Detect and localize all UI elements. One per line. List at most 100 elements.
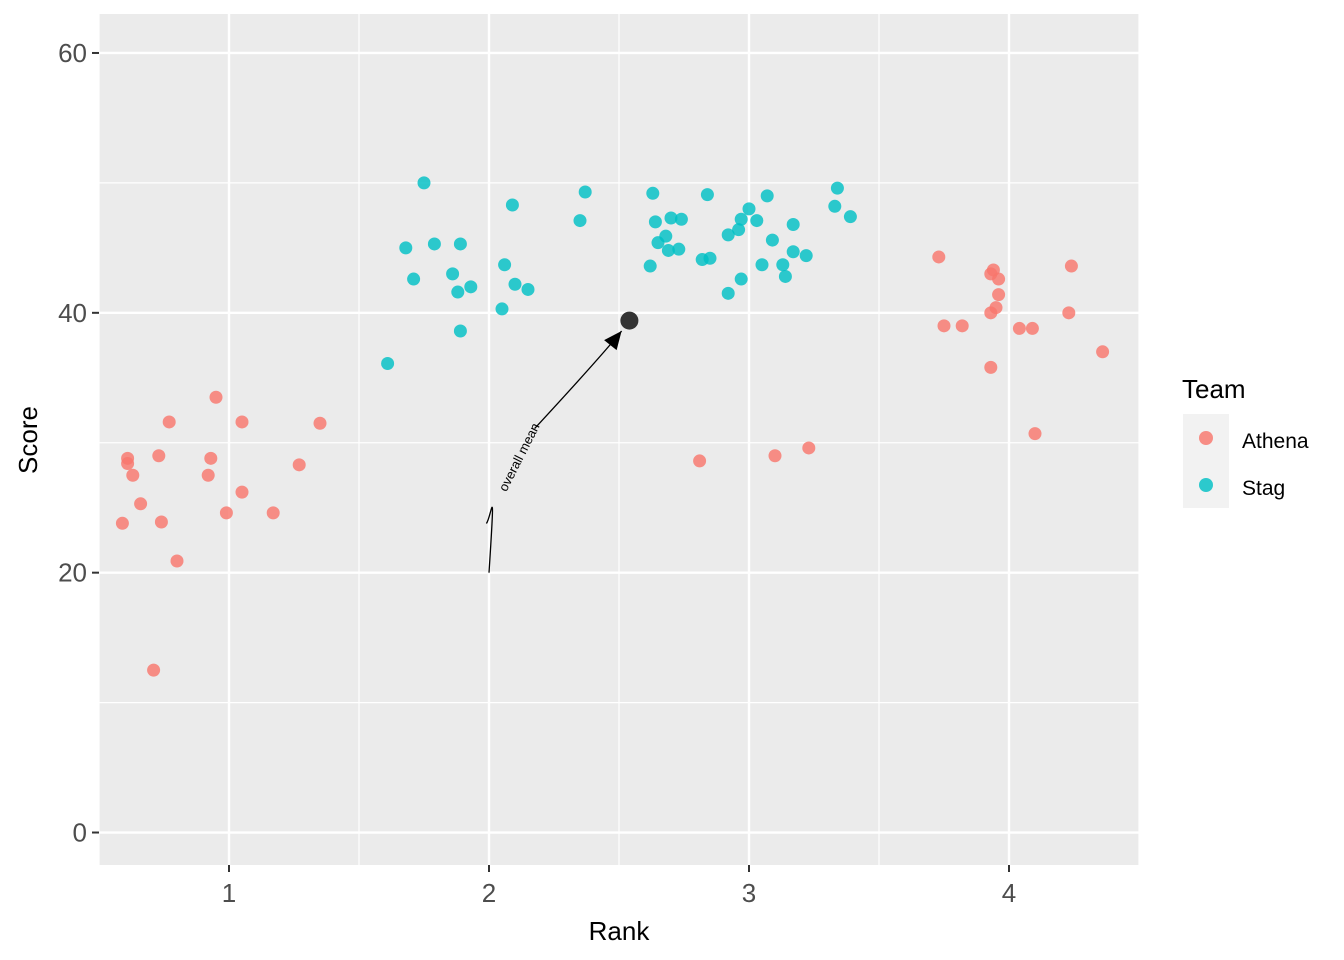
data-point-stag	[417, 176, 431, 190]
annotation-arrow-head	[604, 331, 622, 351]
y-tick-label: 40	[58, 298, 87, 328]
data-point-stag	[464, 280, 478, 294]
legend-label-athena: Athena	[1242, 430, 1309, 453]
legend-key-athena	[1199, 431, 1213, 445]
legend-key-background	[1183, 414, 1229, 508]
data-point-stag	[734, 212, 748, 226]
overall-mean-point	[620, 311, 639, 330]
x-tick-label: 1	[222, 878, 236, 908]
legend-key-stag	[1199, 478, 1213, 492]
data-point-stag	[721, 228, 735, 242]
data-point-athena	[802, 441, 816, 455]
data-point-athena	[937, 319, 951, 333]
data-point-stag	[700, 188, 714, 202]
data-point-stag	[703, 251, 717, 265]
data-point-athena	[152, 449, 166, 463]
data-point-athena	[992, 272, 1006, 286]
legend-label-stag: Stag	[1242, 477, 1285, 500]
data-point-athena	[1025, 321, 1039, 335]
data-point-stag	[643, 259, 657, 273]
x-tick-label: 4	[1002, 878, 1016, 908]
legend-title: Team	[1182, 374, 1246, 404]
data-point-stag	[778, 269, 792, 283]
data-point-stag	[843, 210, 857, 224]
x-tick-label: 2	[482, 878, 496, 908]
data-point-stag	[664, 211, 678, 225]
data-point-stag	[799, 249, 813, 263]
data-point-stag	[760, 189, 774, 203]
data-point-athena	[201, 468, 215, 482]
data-point-athena	[147, 663, 161, 677]
data-point-stag	[446, 267, 460, 281]
data-point-athena	[1012, 321, 1026, 335]
data-point-athena	[204, 451, 218, 465]
data-point-athena	[313, 416, 327, 430]
data-point-athena	[1096, 345, 1110, 359]
data-point-stag	[721, 286, 735, 300]
data-point-stag	[453, 324, 467, 338]
data-point-stag	[732, 223, 746, 237]
data-point-athena	[170, 554, 184, 568]
data-point-stag	[648, 215, 662, 229]
data-point-stag	[453, 237, 467, 251]
data-point-athena	[693, 454, 707, 468]
data-point-stag	[407, 272, 421, 286]
data-point-stag	[646, 186, 660, 200]
x-tick-label: 3	[742, 878, 756, 908]
data-point-stag	[765, 233, 779, 247]
data-points	[115, 176, 1110, 677]
y-axis-title: Score	[13, 406, 43, 474]
data-point-stag	[786, 217, 800, 231]
data-point-stag	[742, 202, 756, 216]
y-tick-label: 20	[58, 558, 87, 588]
data-point-stag	[672, 242, 686, 256]
data-point-stag	[498, 258, 512, 272]
y-tick-label: 0	[73, 818, 87, 848]
grid-lines	[98, 14, 1140, 865]
data-point-athena	[134, 497, 148, 511]
data-point-athena	[1028, 427, 1042, 441]
data-point-athena	[1064, 259, 1078, 273]
data-point-stag	[521, 282, 535, 296]
data-point-athena	[955, 319, 969, 333]
data-point-stag	[399, 241, 413, 255]
data-point-stag	[427, 237, 441, 251]
data-point-athena	[768, 449, 782, 463]
y-tick-label: 60	[58, 38, 87, 68]
data-point-athena	[219, 506, 233, 520]
data-point-stag	[505, 198, 519, 212]
data-point-athena	[266, 506, 280, 520]
data-point-stag	[786, 245, 800, 259]
data-point-athena	[154, 515, 168, 529]
data-point-athena	[992, 288, 1006, 302]
data-point-stag	[451, 285, 465, 299]
data-point-athena	[1062, 306, 1076, 320]
data-point-stag	[674, 212, 688, 226]
data-point-stag	[661, 243, 675, 257]
data-point-stag	[830, 181, 844, 195]
data-point-stag	[381, 356, 395, 370]
data-point-athena	[984, 360, 998, 374]
data-point-stag	[508, 277, 522, 291]
data-point-athena	[209, 390, 223, 404]
data-point-stag	[495, 302, 509, 316]
x-axis-title: Rank	[589, 916, 651, 946]
data-point-athena	[989, 301, 1003, 315]
data-point-stag	[755, 258, 769, 272]
data-point-athena	[162, 415, 176, 429]
data-point-stag	[578, 185, 592, 199]
data-point-stag	[659, 229, 673, 243]
data-point-athena	[932, 250, 946, 264]
data-point-athena	[121, 451, 135, 465]
data-point-athena	[126, 468, 140, 482]
data-point-stag	[750, 214, 764, 228]
data-point-stag	[734, 272, 748, 286]
data-point-stag	[776, 258, 790, 272]
data-point-stag	[573, 214, 587, 228]
data-point-athena	[115, 516, 129, 530]
data-point-athena	[235, 415, 249, 429]
data-point-stag	[828, 199, 842, 213]
data-point-athena	[292, 458, 306, 472]
